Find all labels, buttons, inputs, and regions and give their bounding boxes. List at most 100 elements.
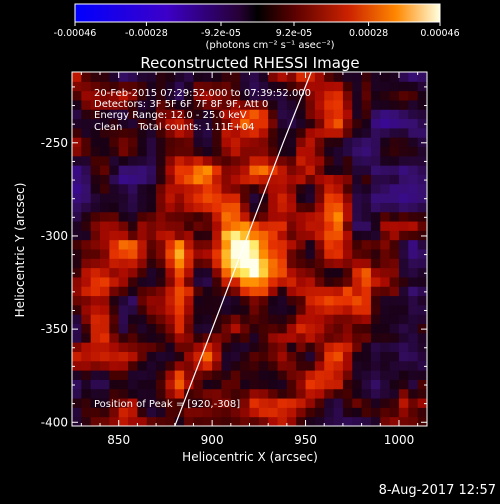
heatmap-cell (72, 323, 82, 334)
heatmap-cell (165, 127, 176, 138)
heatmap-cell (342, 342, 353, 352)
heatmap-cell (296, 202, 307, 213)
heatmap-cell (417, 388, 427, 399)
heatmap-cell (389, 81, 400, 92)
heatmap-cell (352, 407, 363, 418)
heatmap-cell (137, 165, 148, 175)
heatmap-cell (212, 90, 222, 101)
heatmap-cell (72, 183, 82, 194)
heatmap-cell (193, 118, 204, 129)
heatmap-cell (137, 211, 148, 222)
heatmap-cell (221, 351, 232, 362)
heatmap-cell (286, 99, 297, 110)
heatmap-cell (100, 72, 110, 82)
heatmap-cell (137, 304, 148, 315)
heatmap-cell (156, 276, 166, 287)
heatmap-cell (333, 286, 344, 297)
heatmap-cell (128, 379, 138, 390)
heatmap-cell (90, 146, 101, 157)
heatmap-cell (193, 416, 204, 426)
heatmap-cell (230, 276, 241, 287)
heatmap-cell (230, 109, 241, 120)
heatmap-cell (249, 304, 260, 315)
heatmap-cell (324, 202, 335, 213)
heatmap-cell (305, 304, 316, 315)
heatmap-cell (100, 267, 110, 278)
heatmap-cell (81, 193, 92, 203)
heatmap-cell (221, 332, 232, 343)
heatmap-cell (90, 239, 101, 250)
heatmap-cell (258, 109, 269, 120)
heatmap-cell (258, 379, 269, 390)
heatmap-cell (137, 221, 148, 231)
heatmap-cell (230, 388, 241, 399)
heatmap-cell (100, 230, 110, 241)
heatmap-cell (212, 230, 222, 241)
heatmap-cell (417, 109, 427, 120)
heatmap-cell (184, 202, 194, 213)
heatmap-cell (146, 304, 157, 315)
heatmap-cell (314, 90, 325, 101)
heatmap-cell (165, 183, 176, 194)
heatmap-cell (156, 416, 166, 426)
heatmap-cell (221, 416, 232, 426)
heatmap-cell (240, 155, 250, 166)
heatmap-cell (230, 72, 241, 82)
heatmap-cell (417, 90, 427, 101)
heatmap-cell (146, 81, 157, 92)
heatmap-cell (342, 146, 353, 157)
colorbar-ticks: -0.00046 -0.00028 -9.2e-05 9.2e-05 0.00028 0.… (54, 22, 460, 39)
heatmap-cell (72, 81, 82, 92)
heatmap-cell (100, 323, 110, 334)
heatmap-cell (193, 90, 204, 101)
heatmap-cell (221, 99, 232, 110)
heatmap-cell (193, 258, 204, 269)
heatmap-cell (202, 286, 213, 297)
heatmap-cell (314, 332, 325, 343)
heatmap-cell (296, 239, 307, 250)
heatmap-cell (221, 127, 232, 138)
heatmap-cell (212, 146, 222, 157)
heatmap-cell (221, 230, 232, 241)
heatmap-cell (324, 230, 335, 241)
heatmap-cell (165, 230, 176, 241)
heatmap-cell (352, 304, 363, 315)
heatmap-cell (305, 230, 316, 241)
heatmap-cell (324, 304, 335, 315)
heatmap-cell (221, 193, 232, 203)
heatmap-cell (380, 211, 391, 222)
heatmap-cell (333, 137, 344, 148)
heatmap-cell (249, 221, 260, 231)
heatmap-cell (146, 165, 157, 175)
heatmap-cell (174, 304, 185, 315)
heatmap-cell (212, 407, 222, 418)
heatmap-cell (240, 267, 250, 278)
heatmap-cell (286, 388, 297, 399)
heatmap-cell (408, 258, 419, 269)
heatmap-cell (398, 304, 409, 315)
heatmap-cell (193, 137, 204, 148)
heatmap-cell (370, 342, 381, 352)
heatmap-cell (417, 407, 427, 418)
heatmap-cell (342, 351, 353, 362)
heatmap-cell (146, 351, 157, 362)
heatmap-cell (389, 332, 400, 343)
heatmap-cell (81, 183, 92, 194)
heatmap-cell (118, 211, 129, 222)
heatmap-cell (361, 90, 372, 101)
heatmap-cell (118, 249, 129, 259)
heatmap-cell (370, 323, 381, 334)
heatmap-cell (408, 118, 419, 129)
heatmap-cell (389, 146, 400, 157)
heatmap-cell (240, 258, 250, 269)
heatmap-cell (212, 202, 222, 213)
heatmap-cell (305, 146, 316, 157)
heatmap-cell (128, 416, 138, 426)
heatmap-cell (389, 165, 400, 175)
heatmap-cell (389, 127, 400, 138)
heatmap-cell (361, 370, 372, 380)
heatmap-cell (118, 165, 129, 175)
heatmap-cell (268, 276, 279, 287)
heatmap-cell (165, 379, 176, 390)
heatmap-cell (174, 239, 185, 250)
